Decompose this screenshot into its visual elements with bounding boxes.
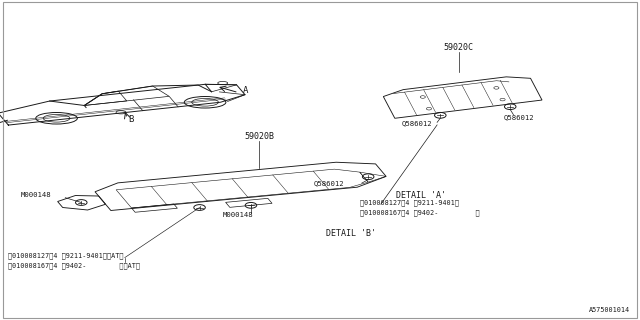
Text: A575001014: A575001014 [589, 307, 630, 313]
Text: Q586012: Q586012 [314, 180, 344, 186]
Text: DETAIL 'A': DETAIL 'A' [396, 191, 445, 200]
Text: B: B [129, 115, 134, 124]
Text: DETAIL 'B': DETAIL 'B' [326, 229, 376, 238]
Text: 59020B: 59020B [244, 132, 274, 141]
Text: 59020C: 59020C [444, 43, 474, 52]
Text: Q586012: Q586012 [402, 120, 433, 126]
Text: Ⓑ010008127（4 ＼9211-9401）（AT）: Ⓑ010008127（4 ＼9211-9401）（AT） [8, 252, 124, 259]
Text: M000148: M000148 [223, 212, 253, 219]
Text: Q586012: Q586012 [504, 114, 534, 120]
Text: Ⓑ010008167（4 ＼9402-        ）（AT）: Ⓑ010008167（4 ＼9402- ）（AT） [8, 262, 140, 269]
Text: A: A [243, 86, 248, 95]
Text: M000148: M000148 [20, 192, 51, 198]
Text: Ⓑ010008167（4 ＼9402-         ）: Ⓑ010008167（4 ＼9402- ） [360, 209, 479, 216]
Text: Ⓑ010008127（4 ＼9211-9401）: Ⓑ010008127（4 ＼9211-9401） [360, 200, 459, 206]
